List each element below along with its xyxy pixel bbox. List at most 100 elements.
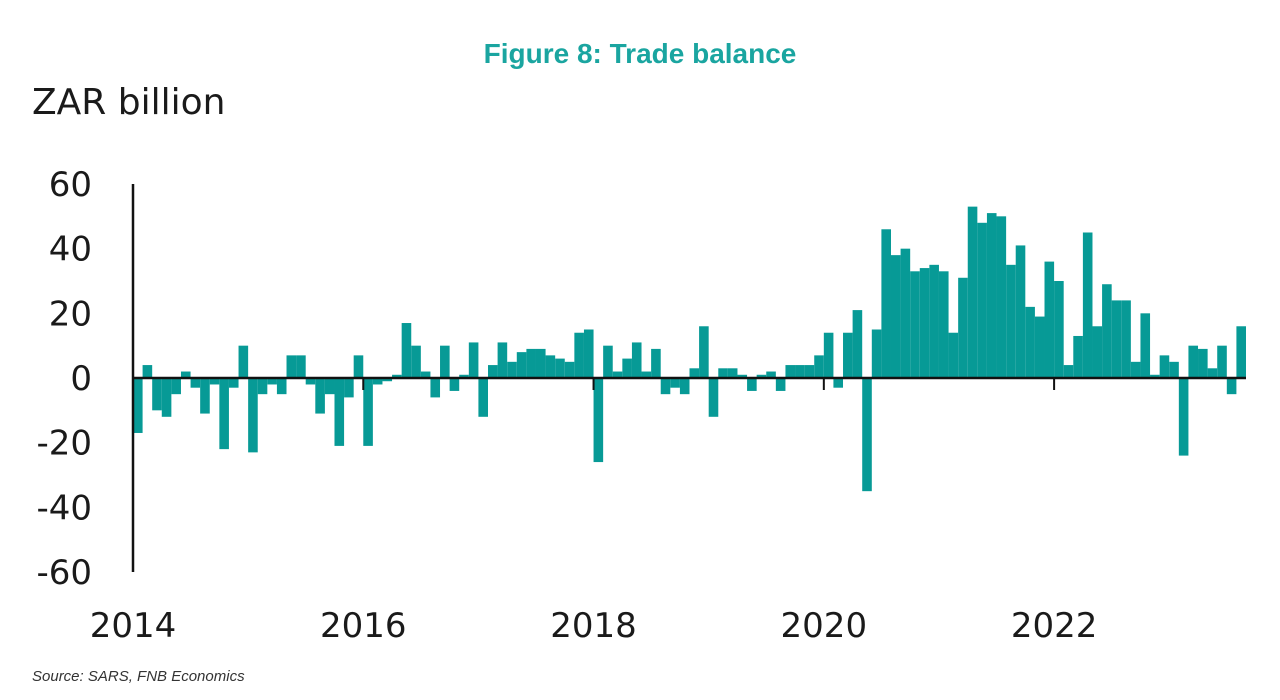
bar bbox=[305, 378, 316, 385]
chart-title: Figure 8: Trade balance bbox=[483, 38, 797, 69]
bar bbox=[190, 378, 201, 388]
bar bbox=[1044, 261, 1055, 378]
bar bbox=[862, 378, 872, 492]
bar bbox=[276, 378, 287, 395]
bar bbox=[1169, 361, 1179, 378]
bar bbox=[1073, 335, 1083, 378]
bar bbox=[852, 310, 863, 378]
bar bbox=[1034, 316, 1045, 378]
bar bbox=[411, 345, 421, 378]
bar bbox=[344, 378, 354, 398]
bar bbox=[1015, 245, 1026, 378]
bar bbox=[497, 342, 508, 378]
bar bbox=[823, 332, 834, 378]
bar bbox=[180, 371, 191, 378]
x-tick-label: 2018 bbox=[550, 606, 637, 646]
y-tick-label: 60 bbox=[49, 165, 92, 205]
bar bbox=[238, 345, 249, 378]
bar bbox=[526, 348, 536, 378]
bar bbox=[910, 271, 920, 378]
bar bbox=[593, 378, 604, 463]
bar bbox=[488, 365, 498, 378]
bar bbox=[1178, 378, 1189, 456]
bar bbox=[871, 329, 882, 378]
bar bbox=[1150, 374, 1160, 378]
bar bbox=[382, 378, 393, 382]
bar bbox=[420, 371, 431, 378]
bar bbox=[1006, 264, 1016, 378]
bar bbox=[1217, 345, 1227, 378]
y-axis-unit-label: ZAR billion bbox=[32, 82, 226, 123]
bar bbox=[775, 378, 786, 391]
bar bbox=[1207, 368, 1218, 378]
bar bbox=[219, 378, 229, 450]
bar bbox=[449, 378, 460, 391]
bar bbox=[948, 332, 959, 378]
bar bbox=[1082, 232, 1093, 378]
x-axis: 2014 2016 2018 2020 2022 bbox=[90, 376, 1246, 646]
bar bbox=[612, 371, 623, 378]
bar bbox=[161, 378, 172, 417]
bar bbox=[372, 378, 383, 385]
bar bbox=[881, 229, 891, 378]
bar bbox=[1188, 345, 1199, 378]
bar bbox=[1226, 378, 1237, 395]
y-axis: 60 40 20 0 -20 -40 -60 bbox=[36, 165, 135, 593]
bar bbox=[958, 277, 968, 378]
y-tick-label: -20 bbox=[36, 424, 92, 464]
bar bbox=[1102, 284, 1112, 378]
bar bbox=[564, 361, 575, 378]
bar bbox=[171, 378, 181, 395]
x-tick-label: 2014 bbox=[90, 606, 177, 646]
bar bbox=[363, 378, 373, 446]
bar bbox=[766, 371, 776, 378]
bar bbox=[583, 329, 594, 378]
bar bbox=[516, 352, 527, 378]
y-tick-label: 0 bbox=[70, 359, 92, 399]
bar bbox=[670, 378, 680, 388]
x-tick-label: 2022 bbox=[1011, 606, 1098, 646]
bar bbox=[200, 378, 210, 414]
bar bbox=[152, 378, 162, 411]
bar bbox=[919, 268, 930, 378]
bar bbox=[900, 248, 911, 378]
bar bbox=[507, 361, 517, 378]
bar bbox=[938, 271, 949, 378]
bar bbox=[996, 216, 1007, 378]
y-tick-label: 20 bbox=[49, 294, 92, 334]
bar bbox=[977, 222, 987, 378]
bar bbox=[574, 332, 584, 378]
bar bbox=[267, 378, 277, 385]
bar bbox=[890, 255, 901, 378]
bar bbox=[228, 378, 239, 388]
bar bbox=[555, 358, 565, 378]
bar bbox=[1130, 361, 1141, 378]
y-tick-label: -40 bbox=[36, 488, 92, 528]
bar bbox=[296, 355, 306, 378]
bar bbox=[785, 365, 796, 378]
bar bbox=[257, 378, 268, 395]
bar bbox=[689, 368, 700, 378]
bar bbox=[1111, 300, 1122, 378]
bar bbox=[1054, 281, 1064, 378]
bar bbox=[1140, 313, 1151, 378]
bar bbox=[843, 332, 853, 378]
source-note: Source: SARS, FNB Economics bbox=[32, 668, 245, 685]
bar bbox=[478, 378, 488, 417]
bar bbox=[986, 213, 997, 378]
bar bbox=[622, 358, 632, 378]
x-tick-label: 2020 bbox=[781, 606, 868, 646]
bar-series bbox=[133, 206, 1246, 492]
bar bbox=[1092, 326, 1103, 378]
bar bbox=[795, 365, 805, 378]
y-tick-label: -60 bbox=[36, 553, 92, 593]
bar bbox=[440, 345, 450, 378]
bar bbox=[967, 206, 978, 378]
bar bbox=[814, 355, 824, 378]
bar bbox=[392, 374, 402, 378]
bar bbox=[727, 368, 738, 378]
bar bbox=[142, 365, 153, 378]
bar bbox=[315, 378, 325, 414]
bar bbox=[1121, 300, 1131, 378]
